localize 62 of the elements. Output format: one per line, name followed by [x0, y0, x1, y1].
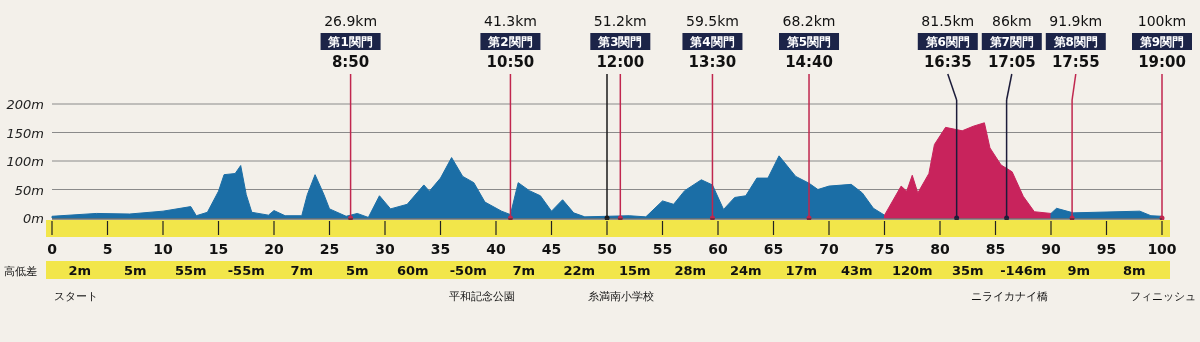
category-label: 60m	[396, 263, 429, 278]
category-label: 5m	[345, 263, 369, 278]
y-tick-label: 200m	[6, 97, 44, 112]
text: 高低差	[4, 265, 37, 278]
x-tick-label: 60	[708, 241, 728, 257]
x-tick-label: 15	[208, 241, 229, 257]
category-label: 28m	[674, 263, 707, 278]
ref-line-label: 68.2km 第5関門 14:40	[779, 13, 839, 71]
x-tick-label: 45	[541, 241, 562, 257]
x-tick-label: 85	[985, 241, 1006, 257]
category-label: 22m	[563, 263, 596, 278]
category-label: 17m	[785, 263, 818, 278]
x-tick-label: 10	[153, 241, 173, 257]
x-tick-label: 100	[1147, 241, 1177, 257]
x-tick-label: 70	[819, 241, 839, 257]
x-tick-label: 75	[874, 241, 895, 257]
ref-line-label: 41.3km 第2関門 10:50	[480, 13, 541, 71]
category-label: 糸満南小学校	[587, 290, 654, 303]
category-label: 15m	[618, 263, 651, 278]
category-label: -146m	[1000, 263, 1047, 278]
category-label: ニライカナイ橋	[970, 290, 1048, 303]
ref-line-label: 59.5km 第4関門 13:30	[682, 13, 743, 71]
x-tick-label: 95	[1096, 241, 1117, 257]
category-label: フィニッシュ	[1130, 290, 1196, 303]
ref-line-label: 26.9km 第1関門 8:50	[320, 13, 381, 71]
y-tick-label: 0m	[23, 211, 44, 226]
category-label: 平和記念公園	[449, 290, 516, 303]
y-tick-label: 150m	[6, 125, 44, 141]
x-tick-label: 25	[319, 241, 340, 257]
category-label: -55m	[227, 263, 265, 278]
category-label: 7m	[512, 263, 536, 278]
category-label: 5m	[123, 263, 147, 278]
x-tick-label: 5	[102, 241, 113, 257]
x-tick-label: 35	[430, 241, 451, 257]
x-tick-label: 20	[264, 241, 284, 257]
category-label: 2m	[68, 263, 92, 278]
y-tick-label: 50m	[14, 182, 44, 198]
x-tick-label: 30	[375, 241, 395, 257]
ref-line-label: 81.5km 第6関門 16:35	[917, 13, 978, 71]
x-tick-label: 65	[763, 241, 784, 257]
category-label: 120m	[891, 263, 933, 278]
category-label: スタート	[54, 290, 98, 303]
category-label: 8m	[1122, 263, 1146, 278]
category-label: 35m	[951, 263, 984, 278]
category-label: 24m	[729, 263, 762, 278]
x-tick-label: 40	[486, 241, 506, 257]
category-label: 7m	[290, 263, 314, 278]
x-tick-label: 55	[652, 241, 673, 257]
ref-line-label: 86km 第7関門 17:05	[981, 13, 1042, 71]
category-label: 9m	[1067, 263, 1091, 278]
ref-line-label: 86km 第7関門 17:05	[987, 13, 1036, 71]
category-label: -50m	[449, 263, 487, 278]
ref-line-label: 100km 第9関門 19:00	[1132, 13, 1192, 71]
category-label: 43m	[840, 263, 873, 278]
x-tick-label: 50	[597, 241, 617, 257]
x-tick-label: 90	[1041, 241, 1061, 257]
ref-line-label: 91.9km 第8関門 17:55	[1045, 13, 1106, 71]
x-tick-label: 0	[47, 241, 58, 257]
x-tick-label: 80	[930, 241, 950, 257]
category-label: 55m	[174, 263, 207, 278]
ref-line-label: 51.2km 第3関門 12:00	[590, 13, 651, 71]
y-tick-label: 100m	[6, 154, 44, 169]
